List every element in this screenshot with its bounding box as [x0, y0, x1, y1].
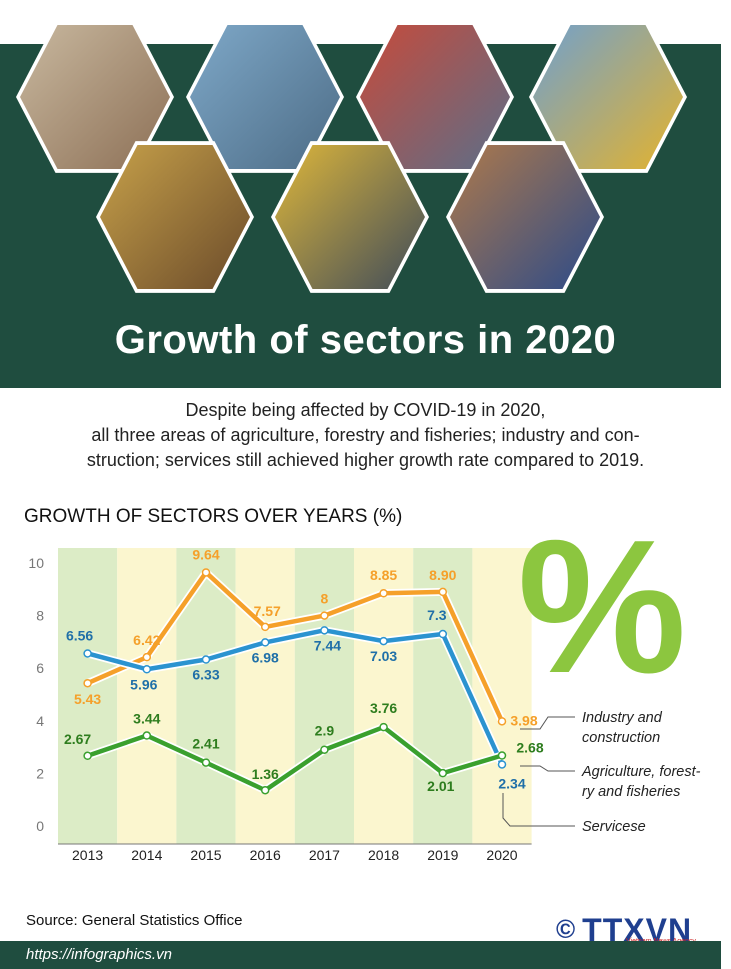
wood-factory-photo	[450, 145, 600, 289]
data-label-agriculture-forestry-and-fisheries-2015: 2.41	[192, 736, 219, 752]
y-tick-label-0: 0	[36, 818, 44, 834]
point-servicese-2013	[83, 649, 92, 658]
point-servicese-2017	[320, 626, 329, 635]
column-band-2013	[58, 548, 118, 844]
point-agriculture-forestry-and-fisheries-2015	[201, 758, 211, 767]
legend-text-servicese-1: Servicese	[582, 819, 646, 835]
y-tick-label-2: 2	[36, 765, 44, 781]
data-label-agriculture-forestry-and-fisheries-2014: 3.44	[133, 711, 160, 727]
data-label-industry-and-construction-2016: 7.57	[254, 603, 281, 619]
data-label-servicese-2017: 7.44	[314, 637, 341, 653]
point-industry-and-construction-2013	[83, 678, 92, 688]
data-label-agriculture-forestry-and-fisheries-2017: 2.9	[315, 723, 335, 739]
point-industry-and-construction-2019	[438, 587, 448, 597]
x-tick-label-2016: 2016	[250, 847, 281, 863]
intro-line-1: Despite being affected by COVID-19 in 20…	[185, 400, 546, 420]
point-servicese-2014	[142, 665, 152, 674]
x-tick-label-2017: 2017	[309, 847, 340, 863]
data-label-industry-and-construction-2014: 6.42	[133, 632, 160, 648]
data-label-servicese-2013: 6.56	[66, 627, 93, 643]
source-note: Source: General Statistics Office	[26, 912, 243, 929]
point-servicese-2016	[260, 638, 270, 647]
x-tick-label-2019: 2019	[427, 847, 458, 863]
y-tick-label-10: 10	[28, 555, 44, 571]
point-servicese-2019	[438, 629, 448, 639]
point-agriculture-forestry-and-fisheries-2018	[379, 722, 388, 732]
point-agriculture-forestry-and-fisheries-2017	[320, 745, 329, 754]
y-tick-label-8: 8	[36, 608, 44, 624]
intro-line-2: all three areas of agriculture, forestry…	[91, 425, 640, 445]
data-label-servicese-2020: 2.34	[498, 775, 525, 791]
column-band-2016	[235, 548, 295, 844]
data-label-industry-and-construction-2019: 8.90	[429, 567, 456, 583]
data-label-servicese-2018: 7.03	[370, 648, 397, 664]
point-agriculture-forestry-and-fisheries-2019	[438, 768, 448, 778]
column-band-2020	[472, 548, 532, 844]
point-industry-and-construction-2014	[142, 652, 152, 662]
point-industry-and-construction-2020	[497, 717, 507, 726]
point-agriculture-forestry-and-fisheries-2016	[260, 785, 270, 795]
data-label-agriculture-forestry-and-fisheries-2013: 2.67	[64, 731, 91, 747]
footer-bar	[0, 941, 721, 969]
x-tick-label-2013: 2013	[72, 847, 103, 863]
x-tick-label-2018: 2018	[368, 847, 399, 863]
legend-text-industry-and-construction-2: construction	[582, 730, 660, 746]
column-band-2017	[294, 548, 354, 844]
x-tick-label-2014: 2014	[131, 847, 162, 863]
series-line-agriculture-forestry-and-fisheries	[85, 724, 505, 793]
series-line-servicese	[85, 628, 505, 767]
grains-spices-photo	[100, 145, 250, 289]
x-tick-label-2020: 2020	[486, 847, 517, 863]
point-industry-and-construction-2018	[379, 588, 388, 598]
data-label-servicese-2019: 7.3	[427, 607, 447, 623]
column-band-2014	[117, 548, 177, 844]
chart-heading: GROWTH OF SECTORS OVER YEARS (%)	[24, 506, 403, 527]
point-industry-and-construction-2017	[320, 611, 329, 620]
data-label-agriculture-forestry-and-fisheries-2019: 2.01	[427, 778, 454, 794]
point-industry-and-construction-2015	[201, 568, 211, 577]
percent-decoration: %	[518, 501, 687, 713]
legend-text-agriculture-forestry-and-fisheries-1: Agriculture, forest-	[581, 764, 701, 780]
data-label-agriculture-forestry-and-fisheries-2020: 2.68	[516, 740, 543, 756]
y-tick-label-6: 6	[36, 660, 44, 676]
footer-url-link[interactable]: https://infographics.vn	[26, 946, 172, 963]
data-label-industry-and-construction-2020: 3.98	[510, 712, 537, 728]
data-label-industry-and-construction-2018: 8.85	[370, 567, 397, 583]
data-label-industry-and-construction-2015: 9.64	[192, 546, 219, 562]
intro-text: Despite being affected by COVID-19 in 20…	[20, 398, 711, 473]
point-agriculture-forestry-and-fisheries-2014	[142, 731, 152, 740]
intro-line-3: struction; services still achieved highe…	[86, 450, 645, 470]
point-servicese-2018	[379, 636, 388, 646]
data-label-servicese-2015: 6.33	[192, 667, 219, 683]
legend-text-industry-and-construction-1: Industry and	[582, 710, 663, 726]
point-industry-and-construction-2016	[260, 622, 270, 632]
legend-leader-agriculture-forestry-and-fisheries	[520, 765, 575, 772]
data-label-servicese-2016: 6.98	[252, 649, 279, 665]
data-label-agriculture-forestry-and-fisheries-2018: 3.76	[370, 700, 397, 716]
legend-leader-servicese	[502, 793, 575, 827]
legend-leader-industry-and-construction	[520, 716, 575, 730]
data-label-industry-and-construction-2017: 8	[321, 591, 329, 607]
point-agriculture-forestry-and-fisheries-2013	[83, 751, 92, 761]
robot-automation-photo	[275, 145, 425, 289]
copyright-icon: ©	[556, 914, 577, 944]
x-tick-label-2015: 2015	[190, 847, 221, 863]
page-title: Growth of sectors in 2020	[114, 318, 617, 362]
series-line-industry-and-construction	[85, 570, 505, 724]
point-agriculture-forestry-and-fisheries-2020	[497, 751, 507, 760]
point-servicese-2020	[497, 760, 507, 769]
y-tick-label-4: 4	[36, 713, 44, 729]
data-label-servicese-2014: 5.96	[130, 676, 157, 692]
data-label-agriculture-forestry-and-fisheries-2016: 1.36	[252, 766, 279, 782]
legend-text-agriculture-forestry-and-fisheries-2: ry and fisheries	[582, 784, 680, 800]
point-servicese-2015	[201, 655, 211, 664]
data-label-industry-and-construction-2013: 5.43	[74, 691, 101, 707]
